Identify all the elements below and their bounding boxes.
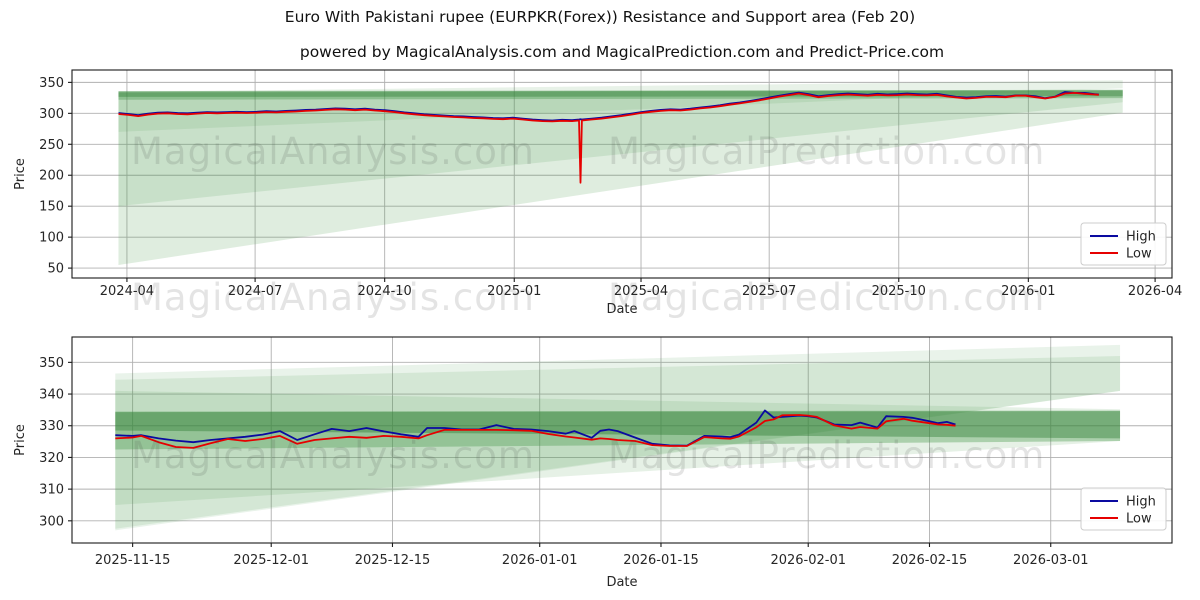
x-tick-label: 2024-04 <box>100 284 154 299</box>
x-tick-label: 2025-12-01 <box>233 553 309 568</box>
chart-recent-zoom: 300 310 320 330 340 350 2025-11-15 2025-12-01 20… <box>13 336 1173 590</box>
figure-title: Euro With Pakistani rupee (EURPKR(Forex)… <box>284 8 916 26</box>
x-tick-label: 2025-01 <box>487 284 541 299</box>
y-tick-label: 310 <box>39 483 64 498</box>
legend-box <box>1080 487 1167 531</box>
x-tick-label: 2025-07 <box>742 284 796 299</box>
figure-subtitle: powered by MagicalAnalysis.com and Magic… <box>299 43 945 61</box>
x-tick-label: 2026-01-01 <box>502 553 578 568</box>
support-resistance-band <box>118 80 1123 132</box>
y-tick-label: 320 <box>39 451 64 466</box>
x-tick-label: 2026-02-01 <box>770 553 846 568</box>
x-tick-label: 2024-10 <box>358 284 412 299</box>
y-tick-label: 300 <box>39 514 64 529</box>
y-tick-label: 350 <box>39 76 64 91</box>
support-resistance-band <box>115 344 1121 531</box>
legend-label-low: Low <box>1126 512 1152 527</box>
legend: High Low <box>1080 222 1167 266</box>
x-axis-label: Date <box>606 302 637 317</box>
support-resistance-band <box>115 411 1121 439</box>
chart-full-history: 50 100 150 200 250 300 350 2024-04 2024-07 2024-1… <box>13 69 1182 317</box>
x-tick-label: 2025-04 <box>614 284 668 299</box>
legend-label-high: High <box>1126 230 1156 245</box>
x-tick-label: 2025-11-15 <box>95 553 171 568</box>
legend-label-high: High <box>1126 495 1156 510</box>
y-tick-label: 340 <box>39 388 64 403</box>
support-resistance-band <box>118 89 1123 100</box>
y-tick-label: 330 <box>39 419 64 434</box>
y-tick-label: 50 <box>47 262 64 277</box>
x-tick-label: 2026-02-15 <box>892 553 968 568</box>
support-resistance-band <box>115 390 1121 505</box>
axes-border <box>71 69 1173 279</box>
legend-label-low: Low <box>1126 247 1152 262</box>
y-axis-label: Price <box>13 424 28 456</box>
high-line <box>115 409 956 447</box>
x-tick-label: 2026-03-01 <box>1013 553 1089 568</box>
y-axis-label: Price <box>13 158 28 190</box>
y-tick-label: 350 <box>39 356 64 371</box>
y-tick-label: 250 <box>39 138 64 153</box>
x-axis-label: Date <box>606 575 637 590</box>
support-resistance-band <box>115 410 1121 450</box>
support-resistance-band <box>118 90 1123 265</box>
x-tick-label: 2025-10 <box>872 284 926 299</box>
legend: High Low <box>1080 487 1167 531</box>
low-line <box>115 414 956 449</box>
y-tick-label: 300 <box>39 107 64 122</box>
low-line <box>118 92 1099 184</box>
y-tick-label: 150 <box>39 200 64 215</box>
y-tick-label: 200 <box>39 169 64 184</box>
support-resistance-band <box>118 89 1123 207</box>
x-tick-label: 2026-01-15 <box>623 553 699 568</box>
x-tick-label: 2026-01 <box>1001 284 1055 299</box>
x-tick-label: 2024-07 <box>228 284 282 299</box>
x-tick-label: 2025-12-15 <box>355 553 431 568</box>
axes-border <box>71 336 1173 544</box>
x-tick-label: 2026-04 <box>1128 284 1182 299</box>
legend-box <box>1080 222 1167 266</box>
support-resistance-band <box>115 356 1121 529</box>
y-tick-label: 100 <box>39 231 64 246</box>
